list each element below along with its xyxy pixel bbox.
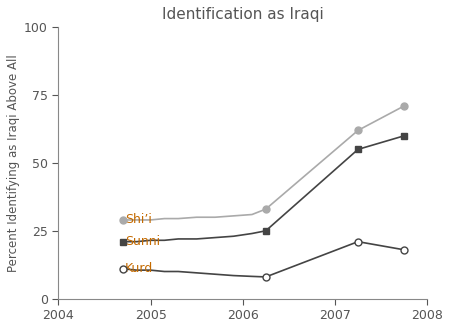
Y-axis label: Percent Identifying as Iraqi Above All: Percent Identifying as Iraqi Above All: [7, 54, 20, 272]
Text: Kurd: Kurd: [125, 262, 153, 275]
Text: Sunni: Sunni: [125, 235, 160, 248]
Title: Identification as Iraqi: Identification as Iraqi: [162, 7, 324, 22]
Text: Shi’i: Shi’i: [125, 214, 152, 226]
